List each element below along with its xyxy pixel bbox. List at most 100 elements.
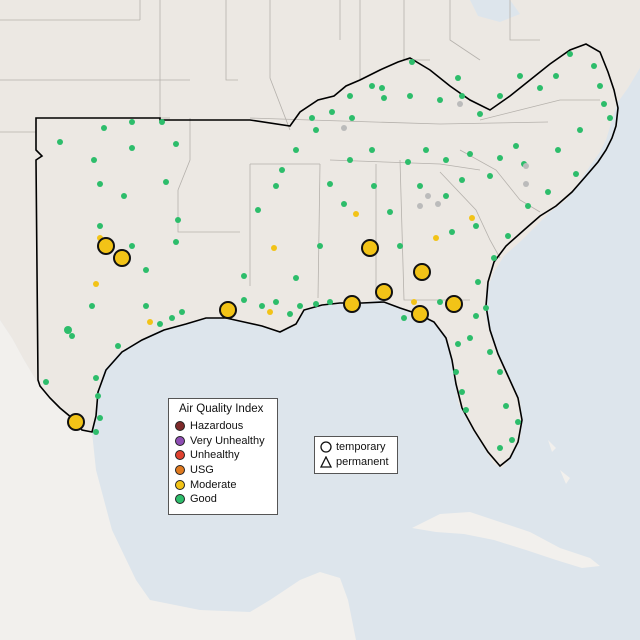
moderate-site-marker (267, 309, 273, 315)
good-site-marker (273, 183, 279, 189)
legend-title: Air Quality Index (179, 403, 264, 415)
good-site-marker (173, 239, 179, 245)
moderate-site-marker (469, 215, 475, 221)
good-site-marker (491, 255, 497, 261)
legend-label: Unhealthy (190, 449, 240, 462)
monitor-type-legend: temporary permanent (314, 436, 398, 474)
no-data-site-marker (341, 125, 347, 131)
good-site-marker (455, 341, 461, 347)
good-site-marker (327, 299, 333, 305)
good-site-marker (487, 349, 493, 355)
moderate-temporary-markers[interactable] (67, 237, 463, 431)
good-site-marker (453, 369, 459, 375)
moderate-temporary-marker (411, 305, 429, 323)
good-site-marker (497, 369, 503, 375)
good-site-marker (93, 429, 99, 435)
legend-label: permanent (336, 455, 389, 468)
good-site-marker (401, 315, 407, 321)
very-unhealthy-swatch-icon (175, 435, 185, 446)
moderate-temporary-marker (67, 413, 85, 431)
no-data-site-marker (417, 203, 423, 209)
good-site-marker (473, 223, 479, 229)
moderate-temporary-marker (113, 249, 131, 267)
good-site-marker (455, 75, 461, 81)
moderate-temporary-marker (219, 301, 237, 319)
moderate-temporary-marker (375, 283, 393, 301)
usg-swatch-icon (175, 465, 185, 476)
good-site-marker (293, 275, 299, 281)
good-site-marker (64, 326, 72, 334)
good-site-marker (341, 201, 347, 207)
good-site-marker (483, 305, 489, 311)
good-site-marker (417, 183, 423, 189)
no-data-site-marker (425, 193, 431, 199)
legend-item-permanent: permanent (320, 455, 392, 470)
good-site-marker (467, 151, 473, 157)
good-site-marker (349, 115, 355, 121)
legend-label: USG (190, 464, 214, 477)
good-site-marker (129, 145, 135, 151)
good-site-marker (101, 125, 107, 131)
good-site-marker (143, 303, 149, 309)
good-site-marker (553, 73, 559, 79)
legend-item-very-unhealthy: Very Unhealthy (175, 434, 271, 449)
moderate-site-marker (147, 319, 153, 325)
legend-item-good: Good (175, 492, 271, 507)
good-site-marker (95, 393, 101, 399)
good-site-marker (407, 93, 413, 99)
good-site-marker (525, 203, 531, 209)
good-site-marker (97, 181, 103, 187)
good-site-marker (129, 119, 135, 125)
good-site-marker (327, 181, 333, 187)
legend-label: Moderate (190, 478, 237, 491)
moderate-temporary-marker (343, 295, 361, 313)
moderate-temporary-marker (361, 239, 379, 257)
moderate-site-marker (93, 281, 99, 287)
moderate-temporary-marker (413, 263, 431, 281)
good-site-marker (443, 193, 449, 199)
good-site-marker (487, 173, 493, 179)
good-site-marker (255, 207, 261, 213)
good-site-marker (449, 229, 455, 235)
hazardous-swatch-icon (175, 421, 185, 432)
good-site-marker (477, 111, 483, 117)
good-site-marker (405, 159, 411, 165)
good-site-marker (503, 403, 509, 409)
aqi-legend: Air Quality Index Hazardous Very Unhealt… (168, 398, 278, 515)
good-site-marker (369, 83, 375, 89)
good-site-marker (329, 109, 335, 115)
legend-label: Hazardous (190, 420, 244, 433)
good-site-marker (121, 193, 127, 199)
circle-outline-icon (320, 441, 332, 453)
good-site-marker (397, 243, 403, 249)
legend-item-hazardous: Hazardous (175, 419, 271, 434)
good-site-marker (387, 209, 393, 215)
no-data-site-marker (523, 181, 529, 187)
good-site-marker (591, 63, 597, 69)
good-site-marker (607, 115, 613, 121)
good-site-marker (313, 127, 319, 133)
good-site-marker (313, 301, 319, 307)
land-mass (0, 320, 356, 640)
good-site-marker (297, 303, 303, 309)
good-site-marker (443, 157, 449, 163)
good-site-marker (577, 127, 583, 133)
good-swatch-icon (175, 494, 185, 505)
island (412, 512, 600, 568)
good-site-marker (57, 139, 63, 145)
good-site-marker (93, 375, 99, 381)
good-site-marker (347, 93, 353, 99)
good-site-marker (347, 157, 353, 163)
moderate-site-marker (353, 211, 359, 217)
moderate-site-marker (411, 299, 417, 305)
good-site-marker (287, 311, 293, 317)
no-data-site-marker (523, 163, 529, 169)
good-site-marker (241, 273, 247, 279)
good-site-marker (409, 59, 415, 65)
good-site-marker (157, 321, 163, 327)
good-site-marker (173, 141, 179, 147)
good-site-marker (509, 437, 515, 443)
good-site-marker (371, 183, 377, 189)
